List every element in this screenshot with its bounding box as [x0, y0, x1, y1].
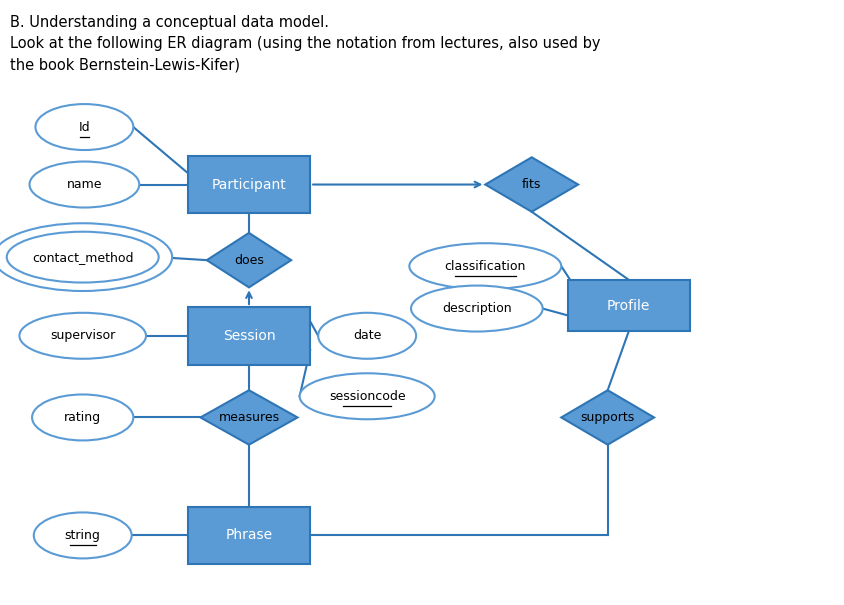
Text: fits: fits: [522, 178, 541, 191]
Text: measures: measures: [219, 411, 279, 424]
Text: description: description: [442, 302, 511, 315]
Ellipse shape: [411, 286, 543, 332]
Text: Look at the following ER diagram (using the notation from lectures, also used by: Look at the following ER diagram (using …: [10, 36, 601, 51]
Ellipse shape: [30, 162, 139, 208]
Text: name: name: [67, 178, 102, 191]
Ellipse shape: [318, 313, 416, 359]
Text: Phrase: Phrase: [225, 528, 273, 543]
Text: sessioncode: sessioncode: [329, 390, 405, 403]
Ellipse shape: [32, 394, 133, 440]
Text: contact_method: contact_method: [32, 250, 133, 264]
Polygon shape: [561, 390, 654, 445]
Ellipse shape: [409, 243, 561, 289]
Text: the book Bernstein-Lewis-Kifer): the book Bernstein-Lewis-Kifer): [10, 57, 241, 73]
FancyBboxPatch shape: [187, 156, 311, 214]
FancyBboxPatch shape: [568, 280, 690, 332]
Ellipse shape: [7, 232, 159, 283]
Polygon shape: [207, 233, 291, 287]
Text: Profile: Profile: [607, 298, 651, 313]
Text: classification: classification: [445, 260, 526, 273]
Text: date: date: [353, 329, 381, 342]
Text: string: string: [65, 529, 100, 542]
FancyBboxPatch shape: [187, 507, 311, 564]
Polygon shape: [485, 157, 578, 212]
Text: supports: supports: [581, 411, 635, 424]
Text: supervisor: supervisor: [50, 329, 116, 342]
Text: B. Understanding a conceptual data model.: B. Understanding a conceptual data model…: [10, 15, 329, 30]
FancyBboxPatch shape: [187, 307, 311, 364]
Ellipse shape: [35, 104, 133, 150]
Text: rating: rating: [64, 411, 101, 424]
Text: Session: Session: [223, 329, 275, 343]
Polygon shape: [201, 390, 298, 445]
Text: Participant: Participant: [212, 177, 286, 192]
Ellipse shape: [34, 512, 132, 558]
Text: does: does: [234, 253, 264, 267]
Ellipse shape: [0, 223, 172, 291]
Ellipse shape: [19, 313, 146, 359]
Text: Id: Id: [78, 120, 90, 134]
Ellipse shape: [300, 373, 435, 419]
